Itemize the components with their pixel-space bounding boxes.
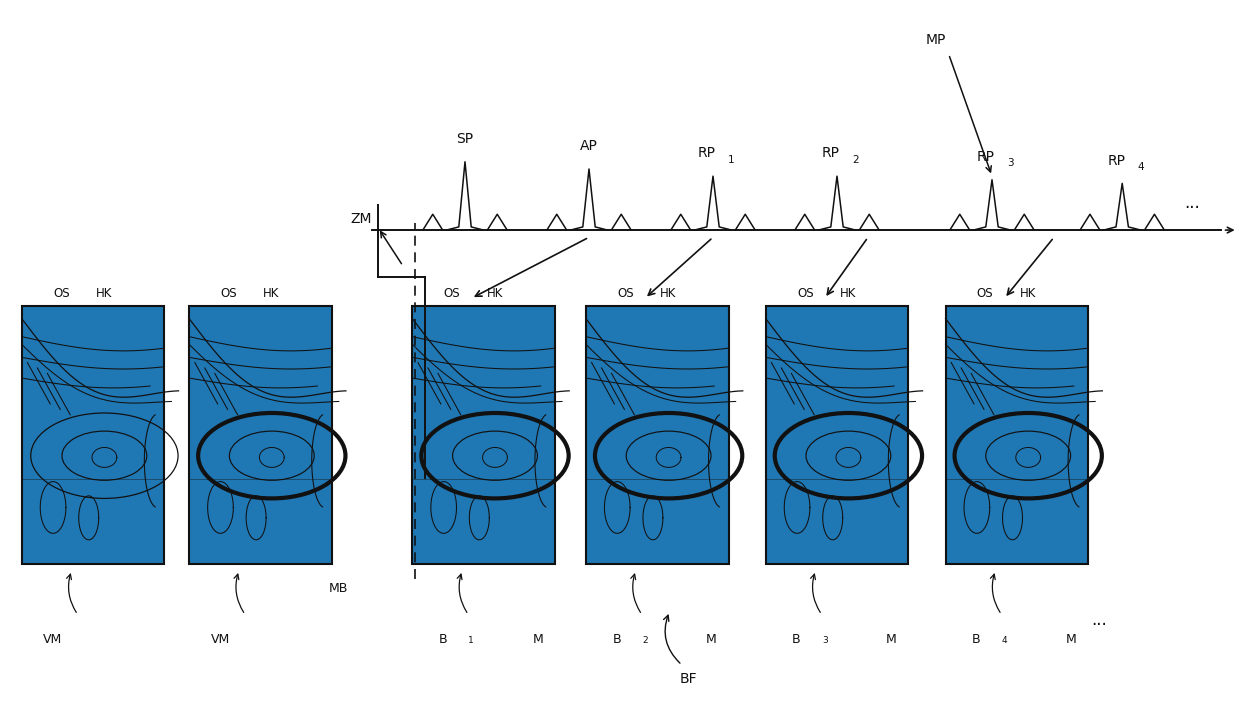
Bar	[766, 306, 908, 564]
Text: HK: HK	[263, 287, 280, 300]
Text: 3: 3	[1007, 158, 1013, 168]
Text: HK: HK	[1019, 287, 1037, 300]
Text: M: M	[532, 633, 543, 646]
Text: M: M	[706, 633, 717, 646]
Text: MB: MB	[329, 582, 348, 595]
Text: 1: 1	[469, 636, 474, 646]
Text: M: M	[1065, 633, 1076, 646]
Text: OS: OS	[618, 287, 634, 300]
Text: ...: ...	[1184, 194, 1200, 212]
Text: B: B	[439, 633, 448, 646]
Text: B: B	[792, 633, 801, 646]
Text: RP: RP	[822, 147, 841, 160]
Bar	[21, 306, 164, 564]
Bar	[188, 306, 332, 564]
Text: 4: 4	[1137, 162, 1143, 172]
Text: HK: HK	[95, 287, 113, 300]
Bar	[945, 306, 1089, 564]
Text: OS: OS	[444, 287, 460, 300]
Text: HK: HK	[660, 287, 677, 300]
Text: HK: HK	[486, 287, 503, 300]
Bar	[587, 306, 729, 564]
Bar	[945, 306, 1089, 564]
Text: RP: RP	[1107, 154, 1126, 168]
Text: ZM: ZM	[351, 212, 372, 226]
Text: B: B	[972, 633, 981, 646]
Text: SP: SP	[456, 132, 474, 146]
Text: OS: OS	[221, 287, 237, 300]
Text: 4: 4	[1002, 636, 1007, 646]
Text: BF: BF	[680, 672, 697, 686]
Text: M: M	[885, 633, 897, 646]
Bar	[188, 306, 332, 564]
Text: B: B	[613, 633, 621, 646]
Text: 3: 3	[822, 636, 827, 646]
Text: RP: RP	[698, 147, 717, 160]
Text: AP: AP	[580, 139, 598, 153]
Text: OS: OS	[977, 287, 993, 300]
Text: 2: 2	[642, 636, 647, 646]
Text: 2: 2	[852, 155, 858, 165]
Bar	[412, 306, 556, 564]
Bar	[21, 306, 164, 564]
Text: RP: RP	[977, 150, 996, 164]
Text: MP: MP	[926, 33, 946, 47]
Text: VM: VM	[43, 633, 63, 646]
Text: OS: OS	[797, 287, 813, 300]
Text: 1: 1	[728, 155, 734, 165]
Bar	[412, 306, 556, 564]
Bar	[587, 306, 729, 564]
Text: HK: HK	[839, 287, 857, 300]
Bar	[766, 306, 908, 564]
Text: OS: OS	[53, 287, 69, 300]
Text: ...: ...	[1091, 611, 1107, 629]
Text: VM: VM	[211, 633, 231, 646]
